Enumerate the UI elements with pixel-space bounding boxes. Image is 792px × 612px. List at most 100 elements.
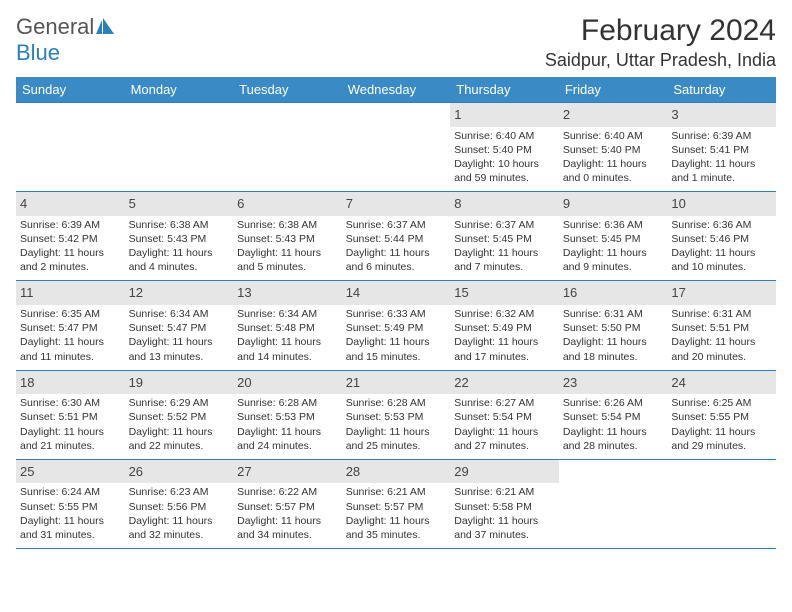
sunrise-line: Sunrise: 6:30 AM (20, 396, 121, 410)
sunrise-line: Sunrise: 6:34 AM (237, 307, 338, 321)
calendar-cell (125, 103, 234, 192)
brand-part2: Blue (16, 40, 60, 65)
sunset-line: Sunset: 5:55 PM (671, 410, 772, 424)
calendar-cell: 2Sunrise: 6:40 AMSunset: 5:40 PMDaylight… (559, 103, 668, 192)
weekday-header: Wednesday (342, 77, 451, 103)
weekday-row: SundayMondayTuesdayWednesdayThursdayFrid… (16, 77, 776, 103)
day-number: 29 (450, 460, 559, 484)
sunrise-line: Sunrise: 6:40 AM (454, 129, 555, 143)
sunrise-line: Sunrise: 6:34 AM (129, 307, 230, 321)
calendar-cell (559, 459, 668, 548)
calendar-cell: 23Sunrise: 6:26 AMSunset: 5:54 PMDayligh… (559, 370, 668, 459)
calendar-week: 11Sunrise: 6:35 AMSunset: 5:47 PMDayligh… (16, 281, 776, 370)
day-number: 15 (450, 281, 559, 305)
sunset-line: Sunset: 5:42 PM (20, 232, 121, 246)
daylight-line: Daylight: 11 hours and 11 minutes. (20, 335, 121, 363)
day-number: 10 (667, 192, 776, 216)
daylight-line: Daylight: 11 hours and 22 minutes. (129, 425, 230, 453)
day-number: 22 (450, 371, 559, 395)
daylight-line: Daylight: 11 hours and 34 minutes. (237, 514, 338, 542)
calendar-cell: 25Sunrise: 6:24 AMSunset: 5:55 PMDayligh… (16, 459, 125, 548)
sunrise-line: Sunrise: 6:38 AM (237, 218, 338, 232)
sunrise-line: Sunrise: 6:22 AM (237, 485, 338, 499)
calendar-cell: 8Sunrise: 6:37 AMSunset: 5:45 PMDaylight… (450, 192, 559, 281)
sunrise-line: Sunrise: 6:39 AM (20, 218, 121, 232)
sunrise-line: Sunrise: 6:24 AM (20, 485, 121, 499)
sunset-line: Sunset: 5:47 PM (20, 321, 121, 335)
calendar-cell: 27Sunrise: 6:22 AMSunset: 5:57 PMDayligh… (233, 459, 342, 548)
calendar-cell (342, 103, 451, 192)
daylight-line: Daylight: 11 hours and 24 minutes. (237, 425, 338, 453)
month-title: February 2024 (545, 14, 776, 48)
calendar-week: 4Sunrise: 6:39 AMSunset: 5:42 PMDaylight… (16, 192, 776, 281)
daylight-line: Daylight: 11 hours and 35 minutes. (346, 514, 447, 542)
day-number: 8 (450, 192, 559, 216)
calendar-cell (233, 103, 342, 192)
sunset-line: Sunset: 5:51 PM (20, 410, 121, 424)
weekday-header: Saturday (667, 77, 776, 103)
calendar-cell: 17Sunrise: 6:31 AMSunset: 5:51 PMDayligh… (667, 281, 776, 370)
sunset-line: Sunset: 5:48 PM (237, 321, 338, 335)
header-row: General Blue February 2024 Saidpur, Utta… (16, 14, 776, 71)
sunrise-line: Sunrise: 6:36 AM (671, 218, 772, 232)
title-block: February 2024 Saidpur, Uttar Pradesh, In… (545, 14, 776, 71)
sunrise-line: Sunrise: 6:32 AM (454, 307, 555, 321)
calendar-cell: 5Sunrise: 6:38 AMSunset: 5:43 PMDaylight… (125, 192, 234, 281)
sunset-line: Sunset: 5:54 PM (454, 410, 555, 424)
day-number: 18 (16, 371, 125, 395)
daylight-line: Daylight: 11 hours and 20 minutes. (671, 335, 772, 363)
daylight-line: Daylight: 11 hours and 25 minutes. (346, 425, 447, 453)
brand-logo: General Blue (16, 14, 116, 66)
sunset-line: Sunset: 5:52 PM (129, 410, 230, 424)
day-number: 2 (559, 103, 668, 127)
calendar-cell: 14Sunrise: 6:33 AMSunset: 5:49 PMDayligh… (342, 281, 451, 370)
calendar-cell: 6Sunrise: 6:38 AMSunset: 5:43 PMDaylight… (233, 192, 342, 281)
sunset-line: Sunset: 5:47 PM (129, 321, 230, 335)
sunset-line: Sunset: 5:54 PM (563, 410, 664, 424)
calendar-cell: 13Sunrise: 6:34 AMSunset: 5:48 PMDayligh… (233, 281, 342, 370)
sunrise-line: Sunrise: 6:31 AM (671, 307, 772, 321)
daylight-line: Daylight: 11 hours and 0 minutes. (563, 157, 664, 185)
weekday-header: Monday (125, 77, 234, 103)
sunrise-line: Sunrise: 6:23 AM (129, 485, 230, 499)
daylight-line: Daylight: 11 hours and 14 minutes. (237, 335, 338, 363)
sunrise-line: Sunrise: 6:40 AM (563, 129, 664, 143)
sunrise-line: Sunrise: 6:35 AM (20, 307, 121, 321)
sunset-line: Sunset: 5:49 PM (454, 321, 555, 335)
sunset-line: Sunset: 5:40 PM (454, 143, 555, 157)
calendar-cell (667, 459, 776, 548)
sunset-line: Sunset: 5:56 PM (129, 500, 230, 514)
sunset-line: Sunset: 5:41 PM (671, 143, 772, 157)
day-number: 28 (342, 460, 451, 484)
sunrise-line: Sunrise: 6:26 AM (563, 396, 664, 410)
daylight-line: Daylight: 11 hours and 9 minutes. (563, 246, 664, 274)
calendar-body: 1Sunrise: 6:40 AMSunset: 5:40 PMDaylight… (16, 103, 776, 549)
day-number: 12 (125, 281, 234, 305)
sunset-line: Sunset: 5:57 PM (237, 500, 338, 514)
sunrise-line: Sunrise: 6:33 AM (346, 307, 447, 321)
calendar-cell: 29Sunrise: 6:21 AMSunset: 5:58 PMDayligh… (450, 459, 559, 548)
daylight-line: Daylight: 11 hours and 27 minutes. (454, 425, 555, 453)
daylight-line: Daylight: 11 hours and 4 minutes. (129, 246, 230, 274)
day-number: 11 (16, 281, 125, 305)
brand-text: General Blue (16, 14, 116, 66)
daylight-line: Daylight: 11 hours and 10 minutes. (671, 246, 772, 274)
sunrise-line: Sunrise: 6:31 AM (563, 307, 664, 321)
calendar-cell: 20Sunrise: 6:28 AMSunset: 5:53 PMDayligh… (233, 370, 342, 459)
calendar-cell (16, 103, 125, 192)
day-number: 6 (233, 192, 342, 216)
day-number: 1 (450, 103, 559, 127)
weekday-header: Sunday (16, 77, 125, 103)
day-number: 5 (125, 192, 234, 216)
calendar-cell: 10Sunrise: 6:36 AMSunset: 5:46 PMDayligh… (667, 192, 776, 281)
sunset-line: Sunset: 5:58 PM (454, 500, 555, 514)
calendar-cell: 26Sunrise: 6:23 AMSunset: 5:56 PMDayligh… (125, 459, 234, 548)
daylight-line: Daylight: 10 hours and 59 minutes. (454, 157, 555, 185)
sunset-line: Sunset: 5:50 PM (563, 321, 664, 335)
calendar-week: 18Sunrise: 6:30 AMSunset: 5:51 PM Dayligh… (16, 370, 776, 459)
sunrise-line: Sunrise: 6:21 AM (454, 485, 555, 499)
sunset-line: Sunset: 5:45 PM (563, 232, 664, 246)
sunset-line: Sunset: 5:43 PM (129, 232, 230, 246)
daylight-line: Daylight: 11 hours and 7 minutes. (454, 246, 555, 274)
calendar-week: 1Sunrise: 6:40 AMSunset: 5:40 PMDaylight… (16, 103, 776, 192)
